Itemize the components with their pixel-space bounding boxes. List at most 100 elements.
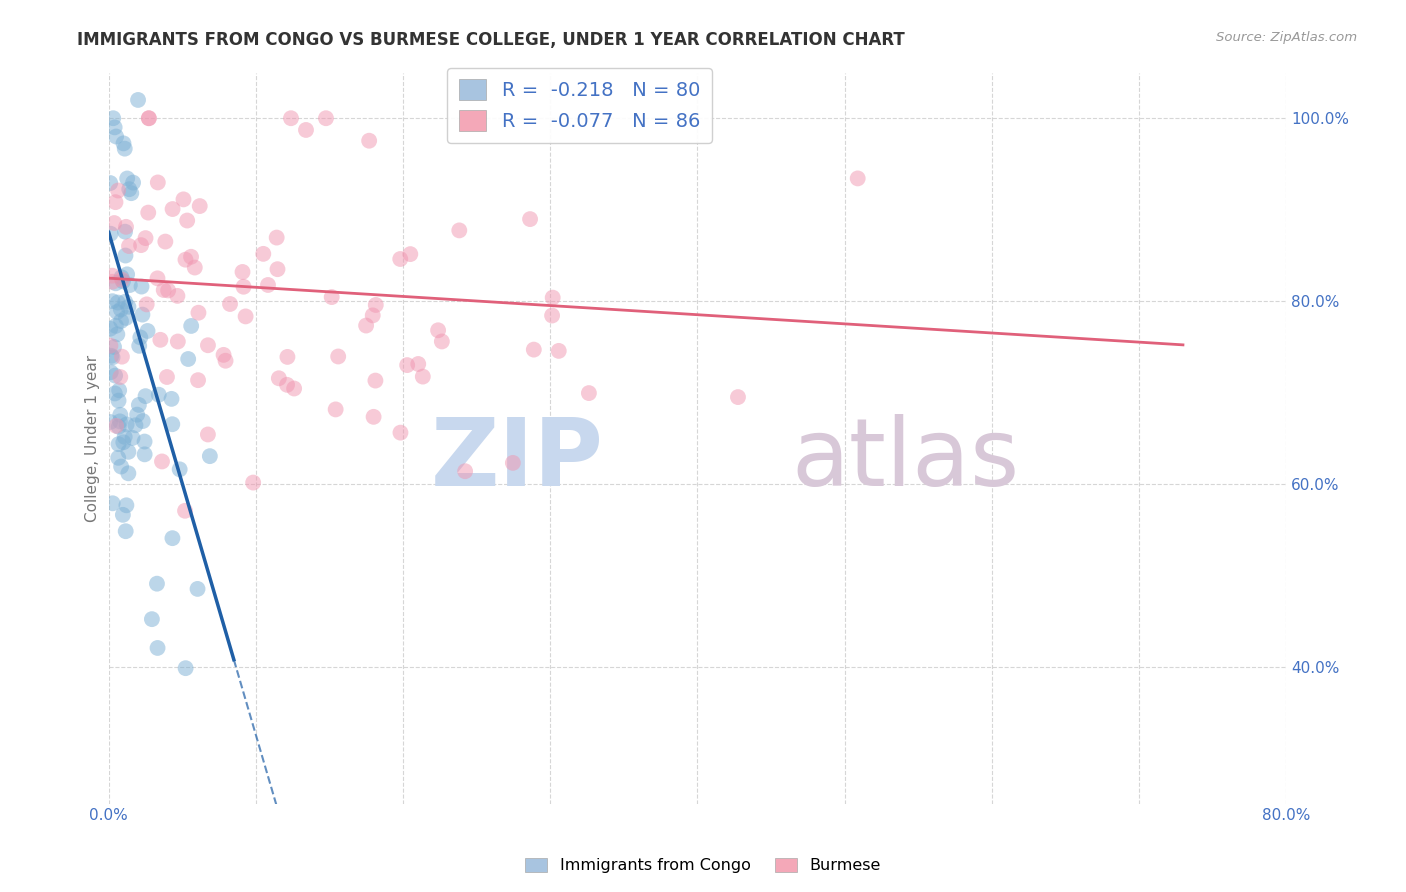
Point <box>141 612 163 626</box>
Point <box>321 290 343 304</box>
Point <box>162 417 184 432</box>
Point <box>389 425 412 440</box>
Point <box>146 576 169 591</box>
Point <box>100 227 122 241</box>
Point <box>169 462 191 476</box>
Point <box>101 496 124 510</box>
Point <box>328 350 350 364</box>
Point <box>198 449 221 463</box>
Point <box>114 430 136 444</box>
Point <box>156 370 179 384</box>
Point <box>110 370 132 384</box>
Point <box>110 270 132 285</box>
Point <box>105 305 128 319</box>
Point <box>547 343 569 358</box>
Point <box>103 112 125 126</box>
Point <box>107 295 129 310</box>
Point <box>172 193 194 207</box>
Point <box>363 409 385 424</box>
Point <box>104 318 127 333</box>
Point <box>252 247 274 261</box>
Point <box>101 268 124 283</box>
Point <box>127 93 149 107</box>
Point <box>101 294 124 309</box>
Point <box>110 408 132 422</box>
Point <box>121 431 143 445</box>
Point <box>146 176 169 190</box>
Y-axis label: College, Under 1 year: College, Under 1 year <box>86 354 100 522</box>
Point <box>283 382 305 396</box>
Point <box>104 195 127 210</box>
Point <box>166 334 188 349</box>
Point <box>502 456 524 470</box>
Point <box>176 213 198 227</box>
Point <box>112 136 135 151</box>
Point <box>107 393 129 408</box>
Point <box>127 408 149 422</box>
Point <box>242 475 264 490</box>
Point <box>449 223 471 237</box>
Legend: Immigrants from Congo, Burmese: Immigrants from Congo, Burmese <box>519 851 887 880</box>
Point <box>111 508 134 522</box>
Point <box>108 384 131 398</box>
Point <box>110 302 132 317</box>
Point <box>129 330 152 344</box>
Point <box>280 112 302 126</box>
Point <box>131 308 153 322</box>
Point <box>276 377 298 392</box>
Point <box>266 262 288 277</box>
Point <box>117 445 139 459</box>
Point <box>105 418 128 433</box>
Point <box>100 365 122 379</box>
Point <box>149 333 172 347</box>
Point <box>115 498 138 512</box>
Point <box>136 205 159 219</box>
Point <box>267 371 290 385</box>
Point <box>389 252 412 266</box>
Point <box>295 123 318 137</box>
Point <box>150 454 173 468</box>
Point <box>115 310 138 325</box>
Point <box>115 219 138 234</box>
Point <box>134 434 156 449</box>
Point <box>187 373 209 387</box>
Point <box>325 402 347 417</box>
Point <box>231 265 253 279</box>
Point <box>131 279 153 293</box>
Point <box>103 216 125 230</box>
Point <box>100 339 122 353</box>
Point <box>114 248 136 262</box>
Point <box>846 171 869 186</box>
Point <box>98 176 121 190</box>
Point <box>364 374 387 388</box>
Point <box>117 467 139 481</box>
Point <box>118 239 141 253</box>
Point <box>454 464 477 478</box>
Legend: R =  -0.218   N = 80, R =  -0.077   N = 86: R = -0.218 N = 80, R = -0.077 N = 86 <box>447 68 711 143</box>
Point <box>578 386 600 401</box>
Point <box>399 247 422 261</box>
Point <box>541 291 564 305</box>
Point <box>157 284 180 298</box>
Point <box>197 427 219 442</box>
Point <box>146 271 169 285</box>
Point <box>276 350 298 364</box>
Point <box>364 298 387 312</box>
Point <box>430 334 453 349</box>
Point <box>174 504 197 518</box>
Point <box>177 351 200 366</box>
Point <box>114 225 136 239</box>
Point <box>315 112 337 126</box>
Point <box>104 368 127 383</box>
Point <box>128 339 150 353</box>
Point <box>148 387 170 401</box>
Point <box>235 310 257 324</box>
Point <box>266 230 288 244</box>
Point <box>101 275 124 289</box>
Point <box>111 350 134 364</box>
Point <box>541 309 564 323</box>
Point <box>174 252 197 267</box>
Point <box>118 278 141 293</box>
Point <box>115 268 138 282</box>
Point <box>135 231 157 245</box>
